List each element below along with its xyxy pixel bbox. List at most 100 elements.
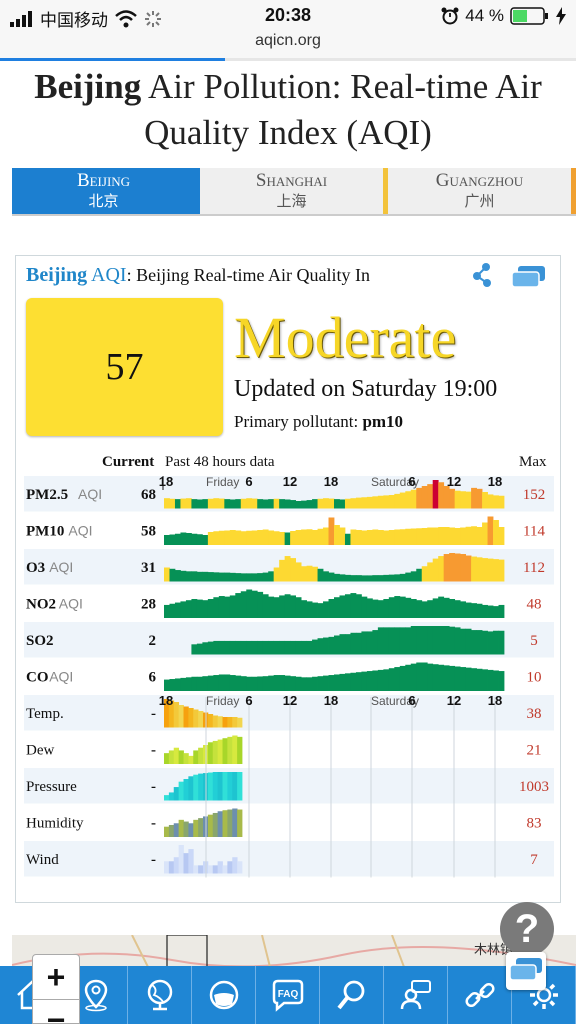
history-bar[interactable] [251,590,258,618]
weather-bar[interactable] [227,809,233,837]
weather-bar[interactable] [183,753,189,764]
history-bar[interactable] [312,676,318,691]
history-bar[interactable] [295,640,302,655]
history-bar[interactable] [449,488,456,509]
weather-bar[interactable] [227,861,233,874]
weather-bar[interactable] [207,814,214,837]
history-bar[interactable] [169,679,176,691]
weather-bar[interactable] [212,715,219,728]
history-bar[interactable] [476,527,483,545]
history-bar[interactable] [273,567,280,582]
history-bar[interactable] [405,597,412,618]
history-bar[interactable] [301,677,307,691]
history-bar[interactable] [438,556,445,582]
history-bar[interactable] [317,528,324,545]
history-bar[interactable] [229,640,236,655]
weather-bar[interactable] [173,857,180,874]
history-bar[interactable] [482,558,488,582]
history-bar[interactable] [361,631,368,655]
history-bar[interactable] [180,532,187,546]
history-bar[interactable] [394,667,401,691]
history-bar[interactable] [427,527,434,546]
weather-bar[interactable] [188,849,194,874]
weather-bar[interactable] [212,865,219,874]
history-bar[interactable] [344,634,351,655]
history-bar[interactable] [361,530,368,546]
history-bar[interactable] [169,498,176,509]
history-bar[interactable] [416,568,423,582]
history-bar[interactable] [427,626,434,655]
history-bar[interactable] [421,626,428,655]
history-bar[interactable] [295,676,302,691]
nav-location-pin[interactable] [64,966,128,1024]
history-bar[interactable] [191,676,198,691]
weather-bar[interactable] [193,750,199,764]
history-bar[interactable] [185,600,192,618]
weather-bar[interactable] [168,792,175,801]
history-bar[interactable] [273,498,280,509]
weather-bar[interactable] [217,772,223,801]
history-bar[interactable] [180,498,187,509]
history-bar[interactable] [306,601,313,618]
history-bar[interactable] [355,672,362,691]
history-bar[interactable] [229,530,236,545]
weather-bar[interactable] [188,823,194,837]
history-bar[interactable] [498,495,505,509]
history-bar[interactable] [377,495,384,509]
history-bar[interactable] [443,665,450,691]
weather-bar[interactable] [227,772,233,801]
weather-bar[interactable] [173,787,180,801]
history-bar[interactable] [432,527,439,546]
history-bar[interactable] [388,530,395,545]
weather-bar[interactable] [237,809,243,837]
weather-bar[interactable] [173,747,180,764]
history-bar[interactable] [372,496,379,509]
weather-bar[interactable] [222,810,228,837]
history-bar[interactable] [207,572,214,582]
history-bar[interactable] [454,490,461,509]
weather-bar[interactable] [212,772,219,801]
history-bar[interactable] [251,498,258,509]
history-bar[interactable] [427,562,434,582]
history-bar[interactable] [185,677,192,691]
weather-bar[interactable] [232,735,238,765]
history-bar[interactable] [399,492,406,509]
history-bar[interactable] [339,499,346,509]
history-bar[interactable] [312,530,318,545]
weather-bar[interactable] [183,706,189,728]
history-bar[interactable] [350,593,357,618]
weather-bar[interactable] [217,716,223,728]
history-bar[interactable] [471,487,477,509]
history-bar[interactable] [240,498,247,509]
history-bar[interactable] [471,668,477,691]
history-bar[interactable] [224,530,231,546]
weather-bar[interactable] [207,714,214,728]
history-bar[interactable] [498,527,505,545]
weather-bar[interactable] [207,772,214,801]
history-bar[interactable] [169,534,176,546]
history-bar[interactable] [301,640,307,655]
history-bar[interactable] [465,628,472,655]
history-bar[interactable] [344,574,351,582]
history-bar[interactable] [174,533,181,545]
history-bar[interactable] [279,559,286,582]
history-bar[interactable] [284,675,291,691]
history-bar[interactable] [487,605,494,618]
history-bar[interactable] [377,530,384,545]
history-bar[interactable] [438,626,445,655]
history-bar[interactable] [355,594,362,618]
history-bar[interactable] [460,667,467,691]
weather-bar[interactable] [232,717,238,728]
weather-bar[interactable] [193,774,199,801]
history-bar[interactable] [229,595,236,618]
url-bar[interactable]: aqicn.org [0,32,576,58]
history-bar[interactable] [460,601,467,618]
history-bar[interactable] [306,640,313,655]
history-bar[interactable] [268,640,275,655]
history-bar[interactable] [279,532,286,545]
weather-bar[interactable] [222,717,228,728]
history-bar[interactable] [487,494,494,509]
history-bar[interactable] [317,676,324,691]
history-bar[interactable] [207,532,214,545]
share-icon[interactable] [471,262,495,288]
